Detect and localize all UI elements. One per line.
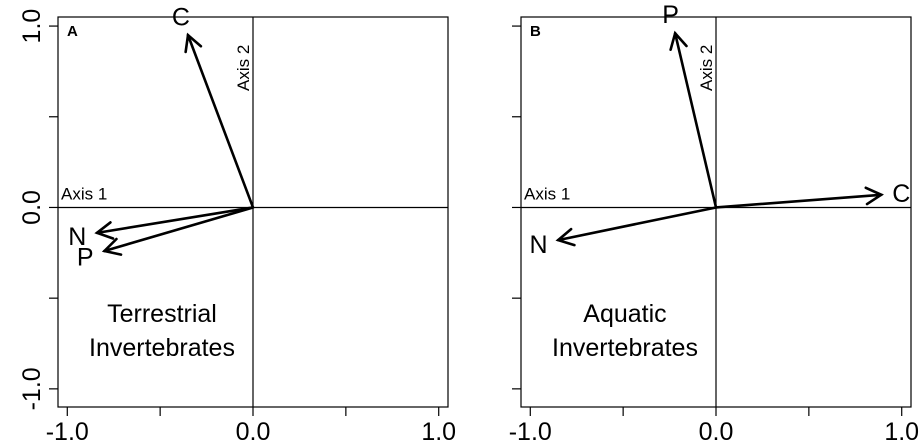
vector-label-c: C (892, 180, 910, 208)
y-tick-label: -1.0 (18, 367, 46, 410)
group-label-line: Aquatic (583, 300, 666, 328)
y-tick-label: 0.0 (18, 190, 46, 225)
panel-b: -1.0 0.0 1.0 B Axis 1 Axis 2 C N P Aquatic Inverte… (509, 1, 919, 444)
x-tick-label: 1.0 (421, 418, 456, 444)
arrowhead-p (101, 237, 123, 256)
group-label-line: Invertebrates (552, 334, 698, 362)
axis1-label: Axis 1 (61, 184, 107, 203)
vector-label-c: C (172, 3, 190, 31)
x-tick-label: -1.0 (46, 418, 89, 444)
x-tick-label: -1.0 (509, 418, 552, 444)
arrowhead-n (94, 221, 115, 240)
arrowhead-c (864, 186, 884, 206)
axis1-label: Axis 1 (524, 184, 570, 203)
vector-label-p: P (77, 244, 94, 272)
vector-c (186, 33, 255, 209)
vector-label-n: N (530, 231, 548, 259)
vector-p (103, 206, 255, 253)
y-tick-label: 1.0 (18, 9, 46, 44)
panel-letter: A (67, 23, 78, 40)
panel-letter: B (530, 23, 541, 40)
panel-a: -1.0 0.0 1.0 -1.0 0.0 1.0 A Axis 1 Axis 2 C NP Terr… (18, 3, 456, 444)
arrowhead-c (184, 32, 203, 54)
arrowhead-n (555, 227, 576, 247)
x-tick-label: 1.0 (884, 418, 919, 444)
axis2-label: Axis 2 (234, 45, 253, 91)
group-label-line: Terrestrial (107, 300, 217, 328)
vector-p (673, 32, 718, 209)
x-tick-label: 0.0 (236, 418, 271, 444)
group-label-line: Invertebrates (89, 334, 235, 362)
arrowhead-p (669, 30, 688, 52)
vector-n (556, 206, 718, 242)
vector-c (714, 193, 883, 209)
axis2-label: Axis 2 (697, 45, 716, 91)
x-tick-label: 0.0 (699, 418, 734, 444)
vector-label-n: N (68, 223, 86, 251)
vector-label-p: P (662, 1, 679, 29)
vector-n (95, 206, 255, 235)
